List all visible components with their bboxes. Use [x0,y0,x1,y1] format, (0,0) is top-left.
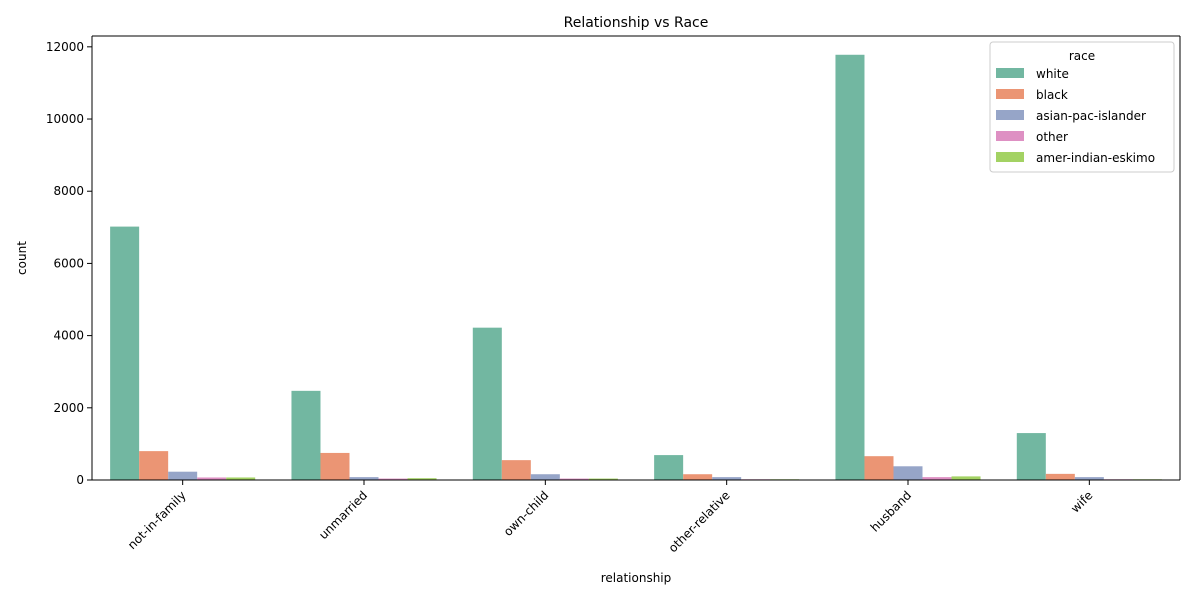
bar-asian-pac-islander-unmarried [349,477,379,480]
bar-white-unmarried [291,390,321,480]
bar-black-wife [1045,473,1075,480]
x-axis: not-in-family unmarried own-child other-rel… [125,480,1095,555]
legend-items: white black asian-pac-islander other amer-in… [996,67,1155,165]
bar-asian-pac-islander-wife [1074,477,1104,480]
bar-amer-indian-eskimo-unmarried [407,478,437,480]
bar-other-unmarried [378,478,408,480]
legend-label-black: black [1036,88,1068,102]
bar-white-other-relative [654,455,684,480]
legend-swatch-other [996,131,1024,141]
x-tick-label: other-relative [666,488,733,555]
bar-black-own-child [501,460,531,480]
legend-title: race [1069,49,1095,63]
y-tick-label: 4000 [53,329,84,343]
bar-other-not-in-family [197,477,227,480]
bar-amer-indian-eskimo-not-in-family [226,477,256,480]
bar-asian-pac-islander-not-in-family [168,471,198,480]
y-tick-label: 10000 [46,112,84,126]
legend-swatch-asian-pac-islander [996,110,1024,120]
y-tick-label: 8000 [53,184,84,198]
y-tick-label: 0 [76,473,84,487]
bar-black-unmarried [320,452,350,480]
x-tick-label: wife [1068,488,1095,515]
x-tick-label: husband [868,488,914,534]
y-axis: 0 2000 4000 6000 8000 10000 12000 [46,40,92,487]
bar-other-husband [922,477,952,480]
x-tick-label: own-child [501,488,552,539]
bar-black-not-in-family [139,451,169,480]
legend-swatch-amer-indian-eskimo [996,152,1024,162]
bar-other-own-child [559,478,589,480]
legend-swatch-white [996,68,1024,78]
bar-asian-pac-islander-own-child [530,474,560,480]
x-tick-label: not-in-family [125,488,189,552]
y-axis-label: count [15,241,29,275]
bar-asian-pac-islander-other-relative [712,477,742,480]
x-axis-label: relationship [601,571,672,585]
bar-amer-indian-eskimo-own-child [588,478,618,480]
legend-label-white: white [1036,67,1069,81]
bar-white-wife [1016,433,1046,480]
legend-label-asian-pac-islander: asian-pac-islander [1036,109,1146,123]
bar-white-husband [835,54,865,481]
y-tick-label: 2000 [53,401,84,415]
y-tick-label: 12000 [46,40,84,54]
chart-title: Relationship vs Race [564,15,709,31]
bar-white-not-in-family [110,226,140,480]
legend-label-other: other [1036,130,1068,144]
bar-asian-pac-islander-husband [893,466,923,480]
x-tick-label: unmarried [316,488,370,542]
bar-black-husband [864,456,894,480]
legend-label-amer-indian-eskimo: amer-indian-eskimo [1036,151,1155,165]
y-tick-label: 6000 [53,256,84,270]
legend: race white black asian-pac-islander other am… [989,41,1175,173]
bar-white-own-child [472,327,502,480]
bar-amer-indian-eskimo-husband [951,476,981,480]
bars-group [110,54,1162,481]
legend-frame [989,41,1175,173]
bar-black-other-relative [683,474,713,480]
legend-swatch-black [996,89,1024,99]
